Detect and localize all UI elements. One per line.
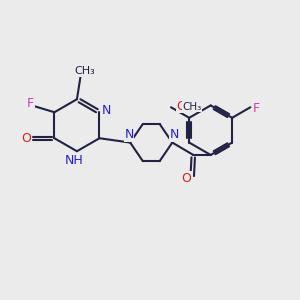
Text: O: O	[181, 172, 191, 185]
Text: CH₃: CH₃	[74, 66, 95, 76]
Text: O: O	[21, 132, 31, 145]
Text: NH: NH	[64, 154, 83, 167]
Text: F: F	[27, 97, 34, 110]
Text: CH₃: CH₃	[182, 101, 202, 112]
Text: N: N	[169, 128, 179, 141]
Text: N: N	[102, 104, 111, 117]
Text: O: O	[176, 100, 186, 112]
Text: N: N	[124, 128, 134, 141]
Text: F: F	[253, 102, 260, 115]
